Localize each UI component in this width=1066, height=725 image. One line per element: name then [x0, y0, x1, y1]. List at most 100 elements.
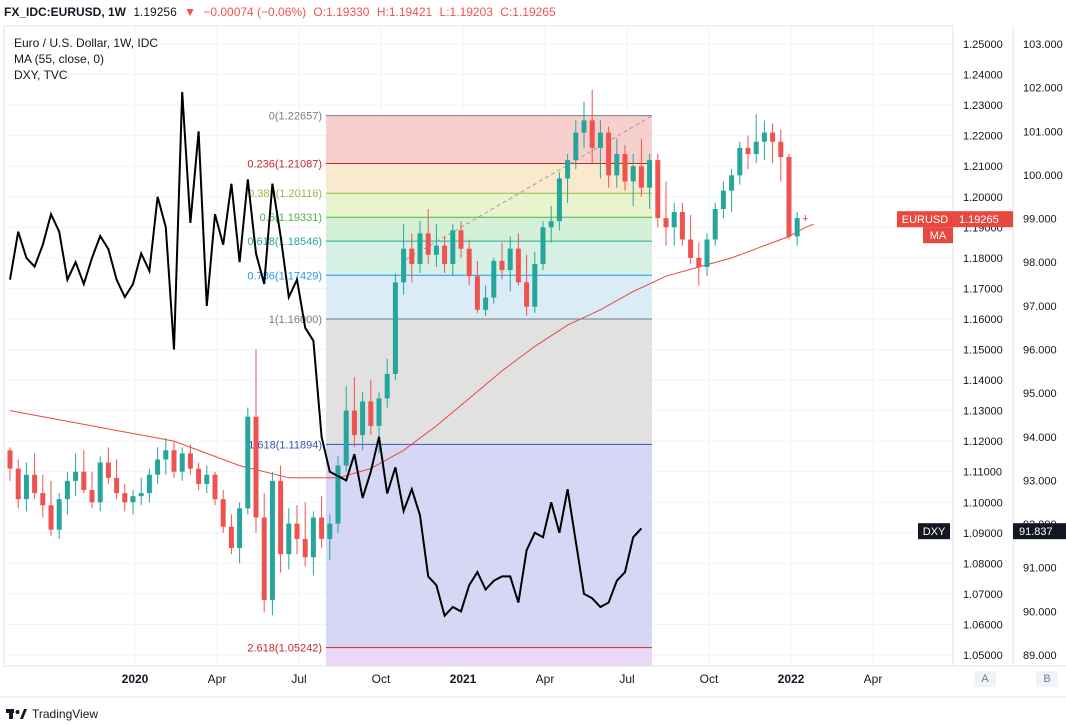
- x-tick-label: Oct: [372, 672, 391, 686]
- legend-ma[interactable]: MA (55, close, 0): [14, 52, 105, 66]
- candle-body: [261, 517, 267, 601]
- fib-zone: [326, 163, 652, 194]
- fib-level-label: 0.5(1.19331): [260, 212, 322, 224]
- y-right-tick-label: 100.000: [1023, 170, 1063, 182]
- candle-body: [310, 517, 316, 558]
- low-value: L:1.19203: [439, 5, 493, 19]
- candle-body: [40, 493, 46, 506]
- candle-body: [384, 373, 390, 399]
- candle-body: [630, 166, 636, 182]
- candle-body: [253, 416, 259, 518]
- candle-body: [753, 141, 759, 154]
- down-arrow-icon: ▼: [184, 5, 196, 19]
- y-left-tick-label: 1.17000: [963, 283, 1003, 295]
- y-left-tick-label: 1.10000: [963, 497, 1003, 509]
- candle-body: [15, 468, 21, 500]
- candle-body: [581, 120, 587, 133]
- x-tick-label: 2021: [450, 672, 477, 686]
- candle-body: [770, 132, 776, 142]
- candle-body: [196, 468, 202, 484]
- y-left-tick-label: 1.24000: [963, 70, 1003, 82]
- candle-body: [704, 239, 710, 268]
- fib-level-label: 0(1.22657): [269, 111, 322, 123]
- symbol-title[interactable]: FX_IDC:EURUSD, 1W: [4, 5, 127, 19]
- candle-body: [114, 477, 120, 494]
- candle-body: [729, 175, 735, 191]
- candle-body: [794, 218, 800, 237]
- fib-zone: [326, 275, 652, 319]
- candle-body: [7, 450, 13, 469]
- candle-body: [269, 480, 275, 601]
- candle-body: [48, 505, 54, 530]
- auto-scale-button[interactable]: A: [974, 671, 996, 687]
- y-right-tick-label: 97.000: [1023, 301, 1057, 313]
- x-tick-label: 2020: [122, 672, 149, 686]
- candle-body: [187, 453, 193, 469]
- last-price: 1.19256: [133, 5, 177, 19]
- candle-body: [81, 471, 87, 491]
- footer-brand[interactable]: TradingView: [6, 704, 98, 724]
- y-right-tick-label: 96.000: [1023, 345, 1057, 357]
- legend-main-series[interactable]: Euro / U.S. Dollar, 1W, IDC: [14, 36, 159, 50]
- candle-body: [638, 166, 644, 188]
- candle-body: [32, 474, 38, 494]
- y-left-tick-label: 1.22000: [963, 131, 1003, 143]
- candle-body: [278, 480, 284, 555]
- candle-body: [499, 260, 505, 271]
- y-right-tick-label: 103.000: [1023, 39, 1063, 51]
- chart-legend: Euro / U.S. Dollar, 1W, IDC MA (55, clos…: [14, 35, 158, 83]
- candle-body: [556, 178, 562, 222]
- candle-body: [647, 160, 653, 188]
- y-left-tick-label: 1.11000: [963, 467, 1002, 479]
- y-left-tick-label: 1.05000: [963, 650, 1003, 662]
- candle-body: [540, 227, 546, 264]
- high-value: H:1.19421: [376, 5, 433, 19]
- symbol-header: FX_IDC:EURUSD, 1W 1.19256 ▼ −0.00074 (−0…: [0, 0, 1066, 24]
- x-tick-label: Apr: [536, 672, 555, 686]
- candle-body: [565, 160, 571, 179]
- fib-level-label: 0.618(1.18546): [247, 236, 322, 248]
- right-scale-button[interactable]: B: [1036, 671, 1058, 687]
- ma-tag: [923, 227, 953, 244]
- candle-body: [761, 132, 767, 142]
- candle-body: [155, 459, 161, 475]
- dxy-symbol-tag: [918, 523, 950, 540]
- y-left-tick-label: 1.15000: [963, 345, 1003, 357]
- y-left-tick-label: 1.08000: [963, 558, 1003, 570]
- dxy-symbol-tag-label: DXY: [923, 526, 946, 538]
- y-right-tick-label: 94.000: [1023, 432, 1057, 444]
- fib-level-label: 1.618(1.11894): [248, 439, 322, 451]
- candle-body: [442, 245, 448, 264]
- candle-body: [130, 496, 136, 503]
- y-left-tick-label: 1.16000: [963, 314, 1003, 326]
- y-left-tick-label: 1.07000: [963, 589, 1003, 601]
- candle-body: [327, 523, 333, 539]
- y-right-tick-label: 89.000: [1023, 650, 1057, 662]
- candle-body: [179, 453, 185, 472]
- candle-body: [302, 538, 308, 558]
- legend-compare[interactable]: DXY, TVC: [14, 68, 68, 82]
- y-left-tick-label: 1.09000: [963, 528, 1003, 540]
- candle-body: [491, 260, 497, 298]
- x-tick-label: Oct: [700, 672, 719, 686]
- candle-body: [688, 239, 694, 258]
- candle-body: [73, 471, 79, 481]
- candle-body: [622, 153, 628, 182]
- candle-body: [548, 221, 554, 228]
- y-left-tick-label: 1.23000: [963, 100, 1003, 112]
- candle-body: [745, 147, 751, 154]
- candle-body: [671, 212, 677, 228]
- candle-body: [97, 462, 103, 503]
- candle-body: [614, 153, 620, 176]
- y-left-tick-label: 1.13000: [963, 406, 1003, 418]
- fib-level-label: 0.382(1.20116): [248, 188, 322, 200]
- y-left-tick-label: 1.25000: [963, 39, 1003, 51]
- open-value: O:1.19330: [313, 5, 370, 19]
- y-left-tick-label: 1.21000: [963, 161, 1003, 173]
- candle-body: [23, 474, 29, 500]
- candle-body: [237, 508, 243, 549]
- candle-body: [204, 474, 210, 484]
- close-value: C:1.19265: [500, 5, 556, 19]
- y-left-tick-label: 1.12000: [963, 436, 1003, 448]
